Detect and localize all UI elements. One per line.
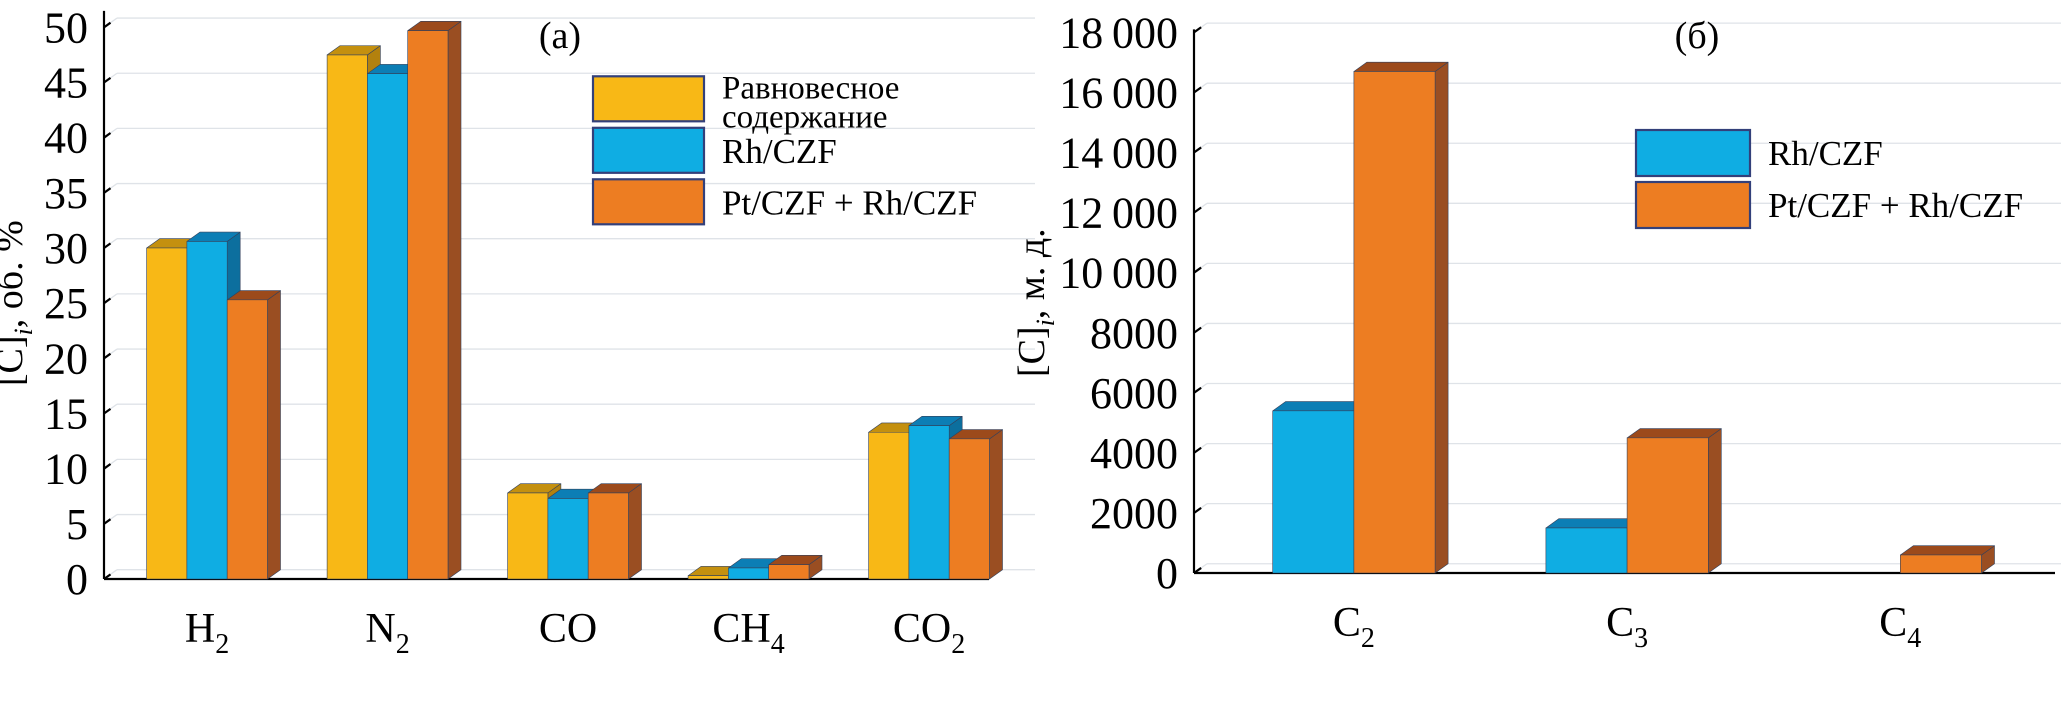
svg-text:Pt/CZF + Rh/CZF: Pt/CZF + Rh/CZF: [1768, 186, 2023, 225]
svg-text:6000: 6000: [1090, 369, 1178, 418]
svg-text:0: 0: [1156, 549, 1178, 598]
svg-text:Pt/CZF + Rh/CZF: Pt/CZF + Rh/CZF: [722, 183, 977, 222]
svg-text:25: 25: [44, 279, 88, 328]
svg-text:20: 20: [44, 334, 88, 383]
svg-text:10 000: 10 000: [1059, 249, 1178, 298]
svg-text:50: 50: [44, 3, 88, 52]
svg-text:35: 35: [44, 169, 88, 218]
svg-text:45: 45: [44, 59, 88, 108]
svg-text:18 000: 18 000: [1059, 8, 1178, 57]
svg-text:14 000: 14 000: [1059, 129, 1178, 178]
svg-text:содержание: содержание: [722, 99, 888, 135]
svg-text:16 000: 16 000: [1059, 68, 1178, 117]
svg-text:12 000: 12 000: [1059, 189, 1178, 238]
svg-text:CO: CO: [539, 606, 597, 652]
svg-text:(а): (а): [539, 15, 581, 57]
svg-text:15: 15: [44, 390, 88, 439]
svg-text:8000: 8000: [1090, 309, 1178, 358]
svg-text:Rh/CZF: Rh/CZF: [722, 132, 837, 171]
svg-text:40: 40: [44, 114, 88, 163]
svg-text:5: 5: [66, 500, 88, 549]
svg-text:(б): (б): [1675, 15, 1720, 57]
svg-text:Rh/CZF: Rh/CZF: [1768, 134, 1883, 173]
svg-text:4000: 4000: [1090, 429, 1178, 478]
svg-text:2000: 2000: [1090, 489, 1178, 538]
svg-text:0: 0: [66, 555, 88, 604]
svg-text:10: 10: [44, 445, 88, 494]
svg-text:30: 30: [44, 224, 88, 273]
svg-text:[C]i, м. д.: [C]i, м. д.: [1011, 228, 1060, 377]
